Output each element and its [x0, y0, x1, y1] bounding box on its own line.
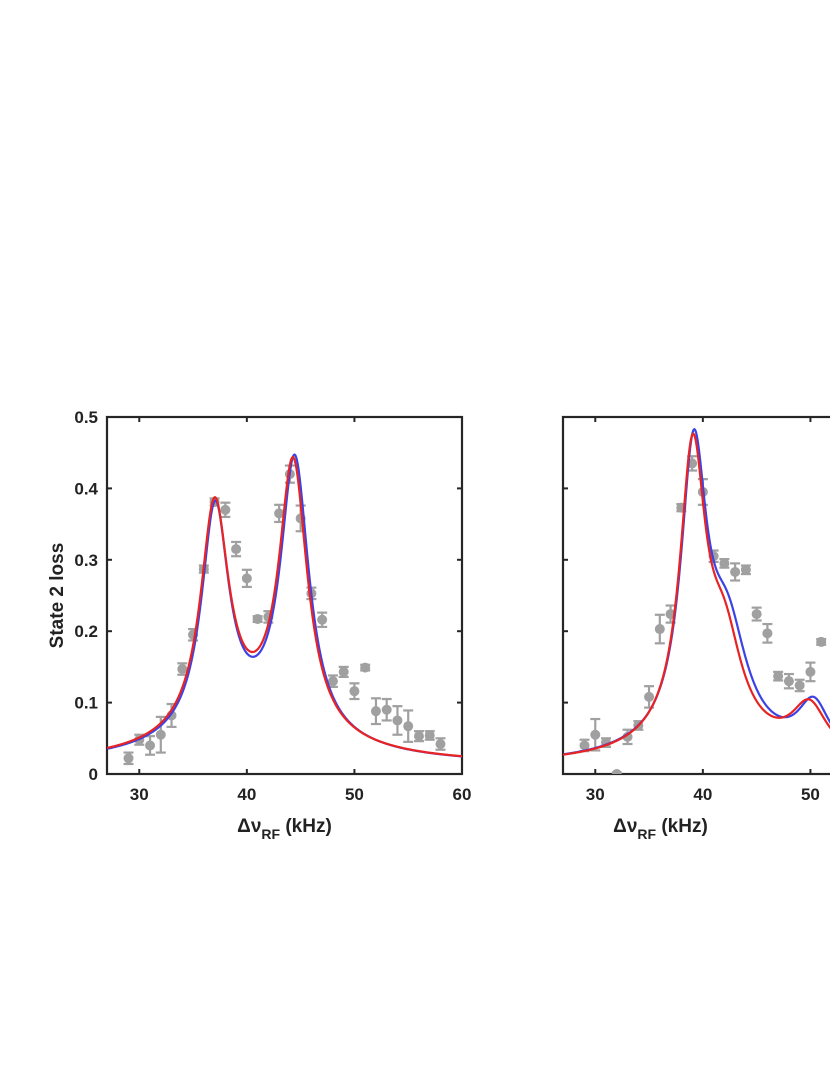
left-y-axis-title: State 2 loss [47, 543, 68, 649]
left-y-tick-label: 0.1 [74, 694, 98, 713]
right-fit-blue-curve [563, 427, 830, 756]
right-data-marker [579, 740, 590, 751]
left-x-tick-label: 30 [130, 785, 149, 804]
left-data-point [123, 751, 134, 766]
left-chart-panel: 30 40 50 60 0 0.1 0.2 0.3 0.4 0.5 ΔνRF (kHz) State … [47, 408, 471, 842]
left-plot-area [107, 453, 462, 766]
left-x-tick-label: 40 [237, 785, 256, 804]
left-data-point [177, 662, 188, 676]
right-plot-area [563, 427, 830, 774]
left-axes-box [105, 415, 464, 776]
left-data-point [381, 697, 392, 722]
right-data-marker [794, 680, 805, 691]
left-data-marker [252, 614, 263, 625]
right-axes-box [561, 415, 830, 776]
right-data-marker [773, 671, 784, 682]
left-x-axis-title: ΔνRF (kHz) [237, 816, 332, 842]
right-x-axis-title: ΔνRF (kHz) [613, 816, 708, 842]
left-y-tick-label: 0.2 [74, 622, 98, 641]
left-y-tick-label: 0 [89, 765, 98, 784]
right-data-marker [783, 676, 794, 687]
right-data-marker [590, 729, 601, 740]
left-data-marker [220, 504, 231, 515]
right-data-point [816, 636, 827, 647]
right-data-marker [719, 558, 730, 569]
left-data-point [413, 730, 424, 743]
right-data-point [654, 613, 665, 645]
right-data-point [740, 564, 751, 576]
left-data-marker [231, 544, 242, 555]
right-data-point [773, 670, 784, 682]
right-data-marker [816, 636, 827, 647]
left-data-point [435, 737, 446, 751]
right-x-tick-label: 50 [801, 785, 820, 804]
right-x-tick-label: 40 [693, 785, 712, 804]
right-data-point [794, 678, 805, 693]
left-y-tick-label: 0.4 [74, 479, 98, 498]
left-data-marker [381, 704, 392, 715]
left-data-marker [403, 721, 414, 732]
left-data-point [252, 614, 263, 625]
left-data-point [241, 568, 252, 589]
right-fit-red-curve [563, 432, 830, 756]
left-data-marker [317, 614, 328, 625]
right-data-point [751, 606, 762, 622]
left-data-marker [435, 739, 446, 750]
left-y-tick-label: 0.5 [74, 408, 98, 427]
left-data-point [145, 735, 156, 756]
left-x-tick-label: 50 [345, 785, 364, 804]
right-x-tick-label: 30 [586, 785, 605, 804]
right-data-point [590, 717, 601, 752]
left-x-tick-label: 60 [453, 785, 472, 804]
right-data-marker [644, 691, 655, 702]
left-data-marker [413, 731, 424, 742]
left-data-marker [360, 662, 371, 673]
left-data-marker [338, 666, 349, 677]
right-data-marker [740, 564, 751, 575]
left-data-marker [123, 753, 134, 764]
left-data-point [370, 697, 381, 726]
left-data-point [360, 662, 371, 673]
right-data-point [611, 769, 622, 774]
left-data-point [220, 501, 231, 519]
right-data-marker [654, 624, 665, 635]
left-data-point [349, 682, 360, 701]
right-data-point [730, 562, 741, 582]
left-data-point [274, 503, 285, 524]
right-data-point [805, 661, 816, 683]
left-data-marker [392, 715, 403, 726]
left-data-marker [241, 573, 252, 584]
left-data-marker [424, 730, 435, 741]
left-data-point [392, 705, 403, 736]
left-fit-red-curve [107, 455, 462, 758]
left-data-point [317, 611, 328, 629]
left-data-marker [155, 729, 166, 740]
left-data-point [424, 730, 435, 741]
right-data-marker [611, 769, 622, 774]
left-data-marker [349, 686, 360, 697]
right-chart-panel: 30405060ΔνRF (kHz) [561, 415, 830, 842]
right-data-marker [730, 566, 741, 577]
right-data-point [783, 672, 794, 690]
right-data-marker [751, 609, 762, 620]
left-data-point [338, 665, 349, 678]
left-data-point [403, 709, 414, 743]
right-data-marker [805, 666, 816, 677]
left-data-marker [327, 676, 338, 687]
right-data-marker [762, 628, 773, 639]
left-data-marker [177, 664, 188, 675]
right-data-point [762, 622, 773, 644]
left-data-point [231, 540, 242, 558]
left-data-marker [370, 706, 381, 717]
left-data-marker [274, 508, 285, 519]
right-data-point [719, 557, 730, 569]
left-data-marker [145, 740, 156, 751]
left-y-tick-label: 0.3 [74, 551, 98, 570]
